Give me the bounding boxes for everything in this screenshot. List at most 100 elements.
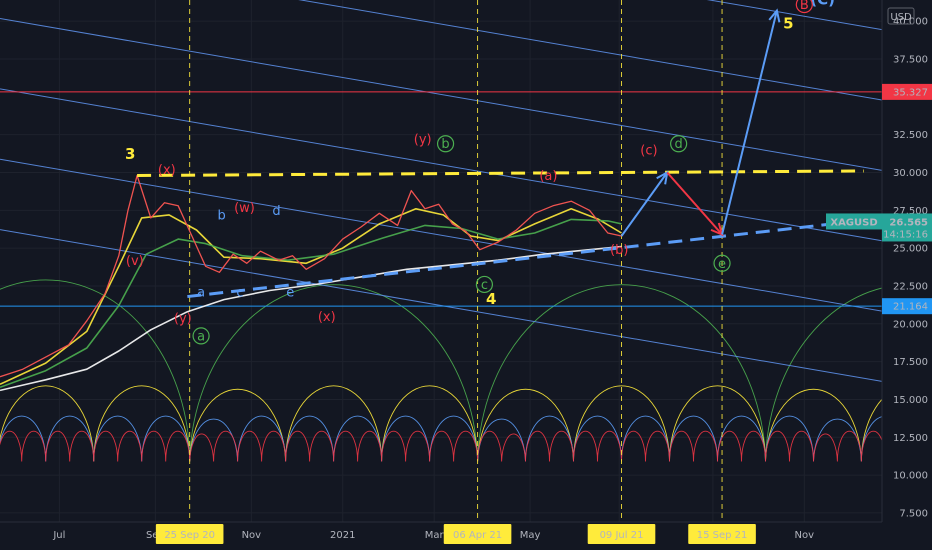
wave-circle-3 — [670, 135, 688, 153]
grid-lines — [0, 0, 882, 522]
date-badge-label-0: 25 Sep 20 — [164, 530, 215, 541]
time-tick-5: May — [520, 530, 541, 541]
wave-label-12: (a) — [539, 169, 557, 184]
cycle-arcs — [0, 279, 882, 462]
horizontal-levels — [0, 91, 882, 307]
level-badge-0 — [882, 83, 932, 100]
time-tick-4: Mar — [425, 530, 445, 541]
level-badge-label-1: 21.164 — [893, 302, 928, 313]
time-tick-3: 2021 — [330, 530, 355, 541]
level-badge-1 — [882, 298, 932, 315]
channel-line-1 — [0, 158, 882, 312]
wave-label-13: 4 — [486, 290, 496, 308]
wave-circle-1 — [192, 327, 210, 345]
date-badge-1 — [443, 524, 512, 544]
time-tick-1: Sep — [146, 530, 165, 541]
wave-label-11: (y) — [414, 133, 432, 148]
price-line — [0, 174, 622, 378]
date-marker-lines — [189, 0, 723, 522]
last-price-badge — [882, 213, 932, 242]
cycle-arc-series-2 — [0, 415, 882, 462]
wave-circle-label-2: c — [481, 278, 488, 293]
wave-label-15: (c) — [640, 143, 657, 158]
moving-average-1 — [0, 218, 622, 389]
wave-circle-0 — [436, 135, 455, 153]
wave-label-7: c — [236, 286, 243, 301]
wave-label-2: b — [218, 208, 226, 223]
date-badge-0 — [155, 524, 224, 544]
trend-lines — [137, 169, 864, 299]
price-tick-12: 40.000 — [893, 17, 928, 28]
price-tick-10: 32.500 — [893, 130, 928, 141]
price-tick-8: 27.500 — [893, 206, 928, 217]
price-tick-2: 12.500 — [893, 433, 928, 444]
date-badge-3 — [688, 524, 756, 544]
wave-circle-4 — [713, 254, 731, 272]
wave-label-9: (y) — [174, 311, 192, 326]
descending-channel — [0, 0, 882, 382]
projection-segment-1 — [666, 171, 723, 236]
price-tick-0: 7.500 — [899, 508, 928, 519]
date-badge-2 — [587, 524, 656, 544]
wave-label-1: (x) — [158, 163, 176, 178]
wave-label-10: (x) — [318, 310, 336, 325]
projection-arrowhead-2 — [768, 8, 781, 23]
currency-label: USD — [890, 12, 912, 23]
symbol-badge — [826, 213, 882, 230]
price-tick-1: 10.000 — [893, 471, 928, 482]
price-tick-4: 17.500 — [893, 357, 928, 368]
wave-labels: 3 (x) b (w) d (v) a c e (y) (x) (y) (a) 4 (b) (c) 5 (C) b a… — [125, 0, 835, 345]
price-tick-6: 22.500 — [893, 281, 928, 292]
wave-circle-2 — [475, 275, 494, 294]
support-line — [187, 219, 860, 299]
wave-circle-label-3: d — [675, 137, 683, 152]
price-tick-7: 25.000 — [893, 244, 928, 255]
price-series — [0, 174, 622, 392]
projection-segment-2 — [721, 10, 778, 235]
wave-label-8: e — [286, 286, 294, 301]
moving-average-2 — [0, 245, 622, 392]
channel-line-3 — [0, 18, 882, 171]
price-tick-11: 37.500 — [893, 55, 928, 66]
symbol-badge-label: XAGUSD — [830, 217, 877, 228]
time-tick-0: Jul — [52, 530, 65, 541]
date-badge-label-3: 15 Sep 21 — [697, 530, 748, 541]
wave-label-17: (C) — [810, 0, 835, 9]
cycle-arc-series-1 — [0, 385, 882, 462]
level-badge-label-0: 35.327 — [893, 87, 928, 98]
wave-label-16: 5 — [783, 15, 793, 33]
channel-line-4 — [298, 0, 882, 101]
wave-label-6: a — [197, 286, 205, 301]
wave-label-5: (v) — [126, 254, 144, 269]
projection-path — [620, 8, 781, 237]
price-axis: 7.500 10.000 12.500 15.000 17.500 20.000 22.50… — [893, 17, 928, 520]
cycle-arc-series-0 — [0, 279, 882, 462]
price-scale-panel[interactable] — [882, 0, 932, 550]
countdown-label: 14:15:16 — [883, 229, 928, 240]
time-axis: JulSepNov2021MarMayJulSepNov25 Sep 2006 … — [52, 524, 814, 544]
wave-label-0: 3 — [125, 145, 135, 163]
wave-circle-label-5: B — [800, 0, 809, 13]
channel-line-5 — [706, 0, 882, 31]
cycle-arc-series-3 — [0, 430, 882, 462]
wave-label-14: (b) — [610, 243, 628, 258]
wave-circle-label-1: a — [197, 329, 205, 344]
time-tick-2: Nov — [242, 530, 262, 541]
time-tick-8: Nov — [795, 530, 815, 541]
price-tick-3: 15.000 — [893, 395, 928, 406]
price-tick-5: 20.000 — [893, 319, 928, 330]
date-badge-label-2: 09 Jul 21 — [600, 530, 644, 541]
currency-badge[interactable]: USD — [887, 7, 915, 25]
last-price-label: 26.565 — [889, 217, 928, 228]
price-tick-9: 30.000 — [893, 168, 928, 179]
channel-line-0 — [0, 229, 882, 382]
wave-label-3: (w) — [234, 201, 255, 216]
channel-line-2 — [0, 88, 882, 242]
date-badge-label-1: 06 Apr 21 — [453, 530, 502, 541]
wave-circle-label-0: b — [441, 137, 449, 152]
wave-circle-label-4: e — [718, 257, 726, 272]
resistance-line — [137, 169, 864, 178]
